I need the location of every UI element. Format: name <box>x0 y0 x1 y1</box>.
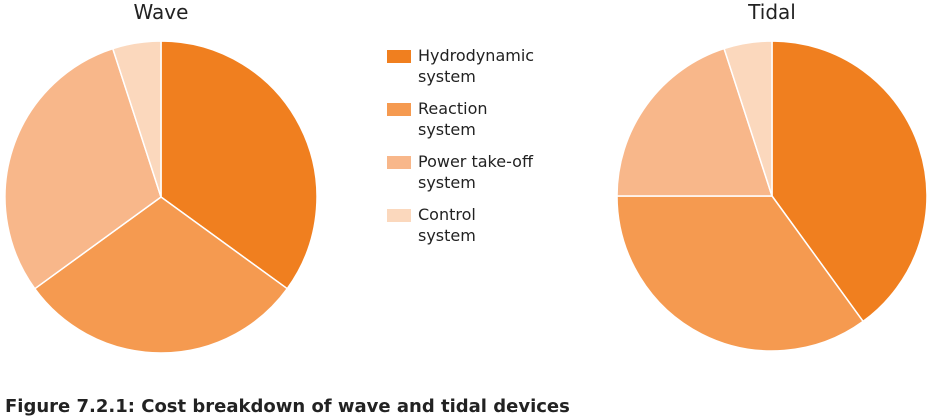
legend-swatch <box>387 209 411 222</box>
legend-label: Control system <box>418 205 476 245</box>
pie-slice <box>160 40 318 290</box>
legend-swatch <box>387 103 411 116</box>
chart-title: Tidal <box>747 0 796 24</box>
pie-slice <box>616 195 865 352</box>
legend-label: Reaction system <box>418 99 488 139</box>
legend-label: Hydrodynamic system <box>418 46 534 86</box>
pie-slice <box>33 196 289 354</box>
pie-slice <box>4 47 162 290</box>
chart-title: Wave <box>134 0 189 24</box>
legend-label: Power take-off system <box>418 152 534 192</box>
pie-slice <box>616 47 774 197</box>
caption: Figure 7.2.1: Cost breakdown of wave and… <box>5 396 570 417</box>
legend-swatch <box>387 156 411 169</box>
pie-slice <box>771 40 928 323</box>
pie-slice <box>111 40 162 198</box>
legend-swatch <box>387 50 411 63</box>
pie-slice <box>723 40 773 197</box>
